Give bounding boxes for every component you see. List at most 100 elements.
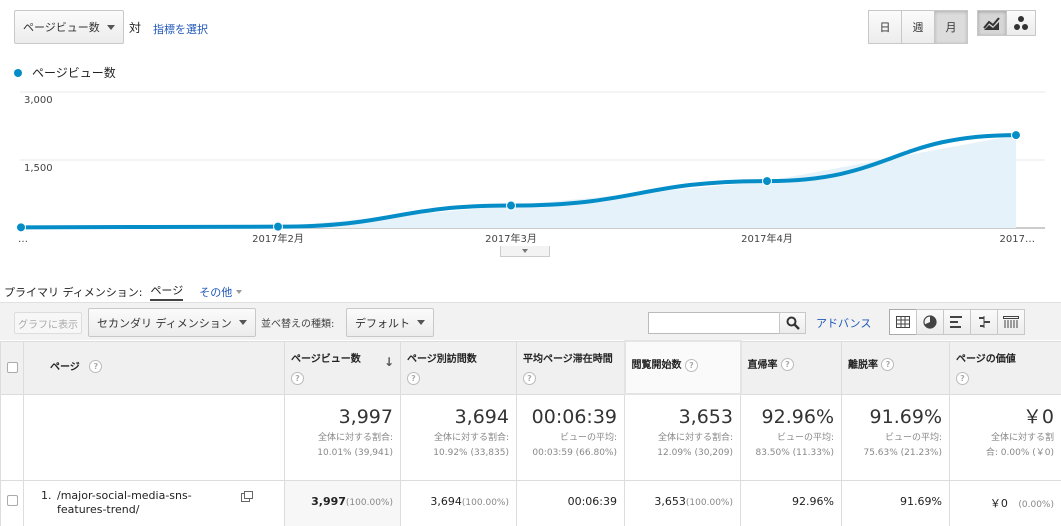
chevron-down-icon xyxy=(107,24,115,30)
help-icon[interactable]: ? xyxy=(89,360,103,373)
comparison-view-icon xyxy=(979,316,990,328)
pivot-view-button[interactable] xyxy=(997,309,1025,335)
pie-view-icon xyxy=(923,315,937,329)
legend-dot-icon xyxy=(14,68,22,77)
pivot-view-icon xyxy=(1003,316,1019,328)
data-point xyxy=(1011,130,1021,141)
metric-select[interactable]: ページビュー数 xyxy=(14,10,124,44)
total-page-value: ￥0 全体に対する割 合: 0.00% (￥0) xyxy=(949,393,1061,481)
pie-view-button[interactable] xyxy=(916,309,944,335)
chart-collapse-toggle[interactable] xyxy=(500,246,550,257)
table-row: 1. /major-social-media-sns-features-trend… xyxy=(0,479,1061,526)
row-pct: (100.00%) xyxy=(685,497,733,508)
help-icon[interactable]: ? xyxy=(684,358,698,372)
total-sub: ビューの平均: xyxy=(776,432,834,443)
column-header-unique-pageviews[interactable]: ページ別訪問数 ? xyxy=(400,340,517,395)
advanced-filter-link[interactable]: アドバンス xyxy=(816,317,872,330)
table-search-input[interactable] xyxy=(648,312,780,334)
period-toggle: 日 週 月 xyxy=(868,10,968,44)
sort-type-label: 並べ替えの種類: xyxy=(261,319,335,330)
help-icon[interactable]: ? xyxy=(407,372,420,385)
select-metric-link[interactable]: 指標を選択 xyxy=(153,23,208,36)
comparison-view-button[interactable] xyxy=(970,309,998,335)
search-icon xyxy=(786,316,800,330)
column-header-page-value[interactable]: ページの価値 ? xyxy=(949,340,1061,395)
column-header-entrances[interactable]: 閲覧開始数 ? xyxy=(623,340,742,395)
dimension-other-label: その他 xyxy=(199,285,233,299)
row-select-cell xyxy=(0,479,24,526)
search-button[interactable] xyxy=(779,312,806,334)
row-value: 91.69% xyxy=(900,494,942,508)
column-header-exit-rate[interactable]: 離脱率 ? xyxy=(841,340,950,395)
plot-rows-button[interactable]: グラフに表示 xyxy=(14,312,82,334)
line-chart-button[interactable] xyxy=(977,10,1007,36)
total-sub: 全体に対する割合: xyxy=(433,432,509,443)
total-entrances: 3,653 全体に対する割合: 12.09% (30,209) xyxy=(624,393,741,481)
table-header-row: ページ ? ↓ ページビュー数 ? ページ別訪問数 ? 平均ページ滞在時間 ? … xyxy=(0,340,1061,395)
total-sub: 10.92% (33,835) xyxy=(433,447,509,458)
column-header-label: 直帰率 xyxy=(747,359,778,371)
help-icon[interactable]: ? xyxy=(780,358,794,371)
total-value: 3,694 xyxy=(454,405,509,428)
row-value: 3,997 xyxy=(311,494,346,508)
data-point xyxy=(762,176,772,187)
column-header-label: ページ別訪問数 xyxy=(407,353,477,365)
column-header-label: 平均ページ滞在時間 xyxy=(523,353,613,365)
row-pageviews: 3,997(100.00%) xyxy=(284,479,401,526)
chevron-down-icon xyxy=(417,320,425,325)
legend-label: ページビュー数 xyxy=(32,66,116,80)
table-view-toggle xyxy=(889,309,1025,335)
row-unique-pageviews: 3,694(100.00%) xyxy=(400,479,517,526)
metric-select-label: ページビュー数 xyxy=(23,21,100,34)
motion-chart-button[interactable] xyxy=(1006,10,1036,36)
select-all-checkbox[interactable] xyxy=(6,362,18,373)
x-tick-label: 2017年4月 xyxy=(741,232,793,245)
dimension-page-tab[interactable]: ページ xyxy=(150,282,184,301)
column-header-label: ページの価値 xyxy=(956,353,1016,365)
help-icon[interactable]: ? xyxy=(523,372,536,385)
total-sub: 全体に対する割合: xyxy=(317,432,393,443)
row-page-link[interactable]: /major-social-media-sns-features-trend/ xyxy=(57,489,253,517)
sort-arrow-down-icon: ↓ xyxy=(383,354,394,369)
data-point xyxy=(273,221,283,232)
help-icon[interactable]: ? xyxy=(956,372,969,385)
external-link-icon[interactable] xyxy=(241,490,253,502)
total-pageviews: 3,997 全体に対する割合: 10.01% (39,941) xyxy=(284,393,401,481)
period-month-button[interactable]: 月 xyxy=(934,10,968,44)
data-point xyxy=(16,222,26,233)
column-header-avg-time[interactable]: 平均ページ滞在時間 ? xyxy=(516,340,625,395)
row-bounce-rate: 92.96% xyxy=(740,479,842,526)
total-sub: 75.63% (21.23%) xyxy=(863,447,942,458)
help-icon[interactable]: ? xyxy=(881,358,895,371)
sort-type-select[interactable]: デフォルト xyxy=(346,308,434,337)
row-value: 92.96% xyxy=(792,494,834,508)
x-tick-label: 2017年3月 xyxy=(485,232,537,245)
period-day-button[interactable]: 日 xyxy=(868,10,902,44)
chevron-down-icon xyxy=(239,320,247,325)
secondary-dimension-select[interactable]: セカンダリ ディメンション xyxy=(88,308,256,337)
column-header-bounce-rate[interactable]: 直帰率 ? xyxy=(740,340,842,395)
dimension-other-dropdown[interactable]: その他 xyxy=(199,284,243,300)
y-tick-label: 3,000 xyxy=(24,95,53,106)
column-header-pageviews[interactable]: ↓ ページビュー数 ? xyxy=(284,340,401,395)
total-value: 3,653 xyxy=(678,406,733,428)
motion-chart-icon xyxy=(1014,16,1028,30)
total-sub: 12.09% (30,209) xyxy=(657,448,733,458)
grid-view-button[interactable] xyxy=(889,309,917,335)
row-value: 3,653 xyxy=(654,494,686,508)
table-toolbar: グラフに表示 セカンダリ ディメンション 並べ替えの種類: デフォルト アドバン… xyxy=(0,302,1061,340)
primary-dimension-label: プライマリ ディメンション: xyxy=(4,285,143,299)
row-checkbox[interactable] xyxy=(6,494,18,506)
vs-label: 対 xyxy=(129,21,142,35)
row-value: 3,694 xyxy=(430,494,462,508)
sort-type-value: デフォルト xyxy=(355,316,410,330)
row-value: ￥0 xyxy=(989,496,1008,510)
column-header-page[interactable]: ページ ? xyxy=(23,340,285,395)
period-week-button[interactable]: 週 xyxy=(901,10,935,44)
bar-view-button[interactable] xyxy=(943,309,971,335)
row-avg-time: 00:06:39 xyxy=(516,479,625,526)
help-icon[interactable]: ? xyxy=(291,372,304,385)
total-bounce-rate: 92.96% ビューの平均: 83.50% (11.33%) xyxy=(740,393,842,481)
data-table: ページ ? ↓ ページビュー数 ? ページ別訪問数 ? 平均ページ滞在時間 ? … xyxy=(0,340,1061,526)
y-tick-label: 1,500 xyxy=(24,163,53,174)
